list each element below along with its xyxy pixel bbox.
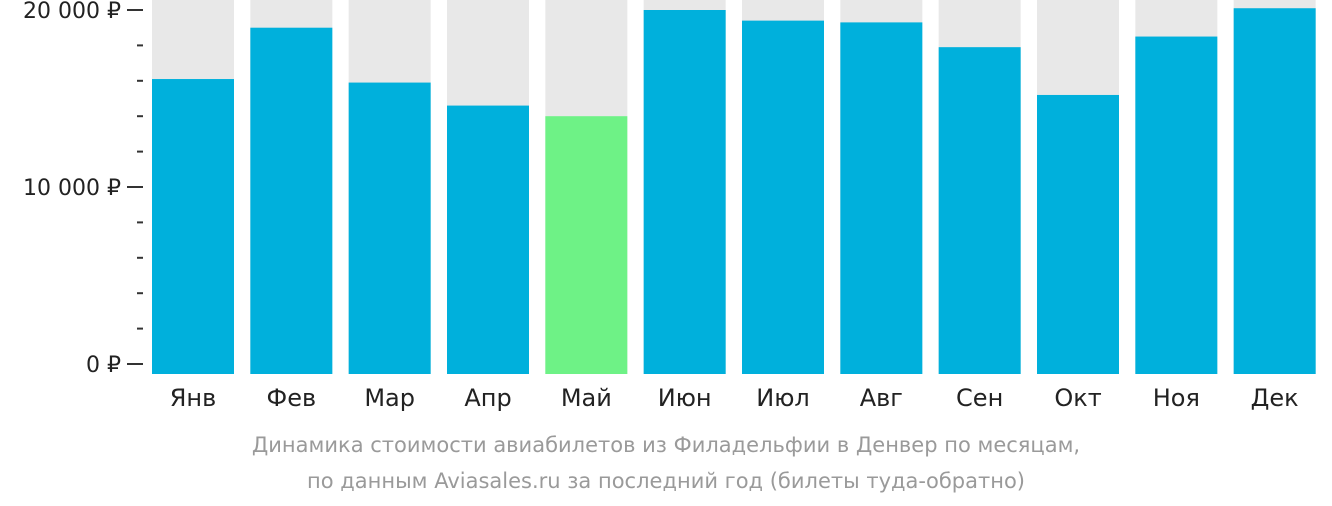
x-tick-label-3: Мар <box>364 384 415 412</box>
bar-4 <box>447 105 529 374</box>
chart-caption-line-1: Динамика стоимости авиабилетов из Филаде… <box>251 433 1081 457</box>
data-bars <box>152 8 1316 375</box>
bar-7 <box>742 20 824 375</box>
x-tick-label-11: Ноя <box>1153 384 1200 412</box>
bar-11 <box>1135 36 1218 375</box>
x-tick-label-10: Окт <box>1054 384 1101 412</box>
bar-9 <box>938 47 1021 375</box>
y-tick-label-10000: 10 000 ₽ <box>23 176 121 201</box>
y-axis: 0 ₽ 10 000 ₽ 20 000 ₽ <box>23 0 143 378</box>
x-tick-label-2: Фев <box>267 384 317 412</box>
bar-8 <box>840 22 923 374</box>
bar-5 <box>545 116 628 374</box>
x-tick-label-1: Янв <box>170 384 217 412</box>
bar-1 <box>152 79 234 374</box>
x-tick-label-5: Май <box>561 384 612 412</box>
x-tick-label-4: Апр <box>464 384 511 412</box>
chart-caption-line-2: по данным Aviasales.ru за последний год … <box>307 469 1025 493</box>
x-tick-label-7: Июл <box>756 384 810 412</box>
bar-10 <box>1037 94 1119 375</box>
x-tick-label-6: Июн <box>658 384 712 412</box>
x-tick-label-12: Дек <box>1251 384 1299 412</box>
bar-12 <box>1233 8 1316 374</box>
bar-3 <box>348 82 431 374</box>
x-tick-label-8: Авг <box>860 384 903 412</box>
x-tick-label-9: Сен <box>956 384 1003 412</box>
bar-6 <box>643 10 726 374</box>
bar-2 <box>250 27 333 374</box>
x-axis: Янв Фев Мар Апр Май Июн Июл Авг Сен Окт Ноя Дек <box>170 384 1299 412</box>
y-tick-label-20000: 20 000 ₽ <box>23 0 121 24</box>
y-tick-label-0: 0 ₽ <box>86 353 121 378</box>
